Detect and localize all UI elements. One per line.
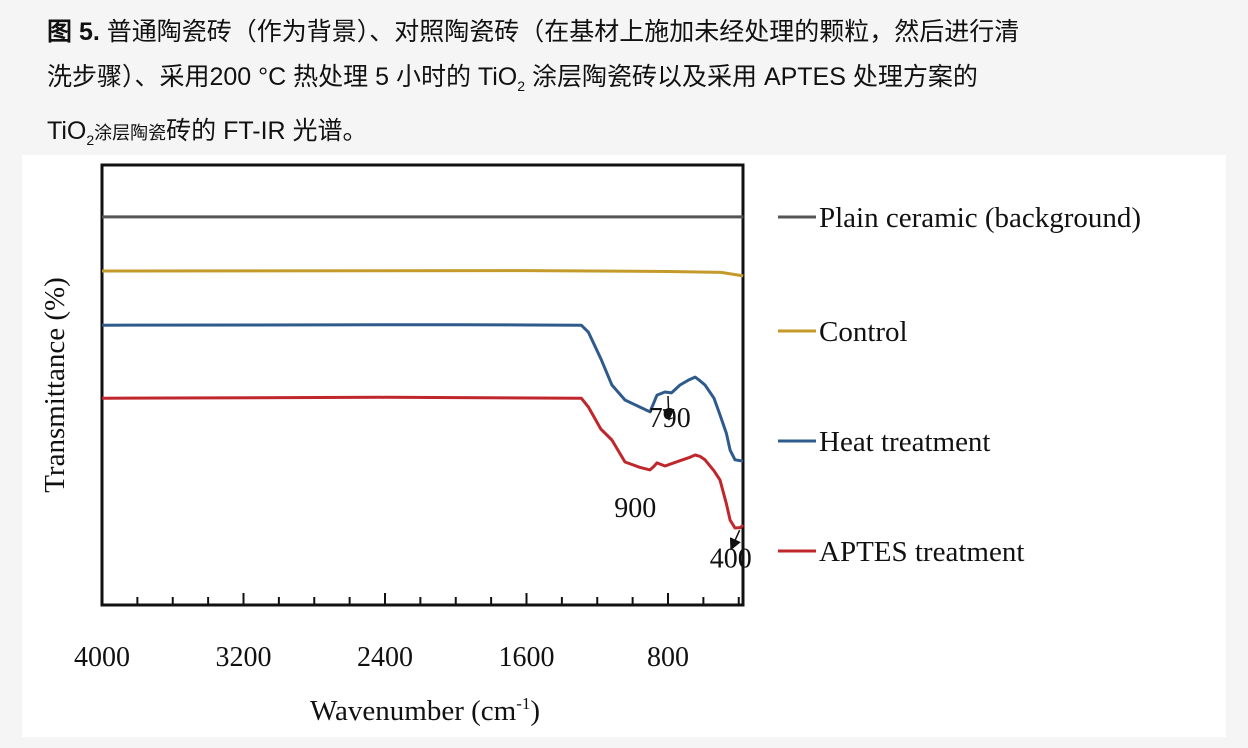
x-axis-ticks: 4000 3200 2400 1600 800 — [74, 593, 740, 673]
series-line-2 — [101, 323, 744, 463]
legend-label: Control — [819, 316, 908, 348]
caption-text: 涂层陶瓷砖以及采用 APTES 处理方案的 — [525, 63, 978, 91]
chart-panel — [22, 155, 1226, 737]
caption-text: 普通陶瓷砖（作为背景）、对照陶瓷砖（在基材上施加未经处理的颗粒，然后进行清 — [106, 18, 1020, 46]
caption-text: 涂层陶瓷 — [94, 123, 167, 143]
annotation-arrow — [662, 395, 675, 421]
caption-line-2: 洗步骤）、采用200 °C 热处理 5 小时的 TiO2 涂层陶瓷砖以及采用 A… — [47, 55, 1227, 109]
subscript: 2 — [86, 132, 95, 148]
x-tick-label: 800 — [647, 642, 689, 673]
series-lines — [101, 215, 745, 530]
x-tick-label: 3200 — [216, 642, 272, 673]
annotation-label: 900 — [614, 493, 656, 524]
subscript: 2 — [517, 78, 526, 94]
series-line-1 — [101, 269, 744, 278]
annotation-arrow — [729, 529, 741, 551]
caption-line-1: 图 5. 普通陶瓷砖（作为背景）、对照陶瓷砖（在基材上施加未经处理的颗粒，然后进… — [47, 10, 1227, 55]
caption-text: 洗步骤）、采用200 °C 热处理 5 小时的 TiO — [47, 63, 518, 91]
annotations: 790 900 400 — [614, 395, 752, 575]
x-tick-label: 1600 — [499, 642, 555, 673]
legend-label: Heat treatment — [819, 426, 991, 458]
plot-frame — [100, 163, 745, 607]
annotation-label: 790 — [649, 403, 691, 434]
y-axis-label: Transmittance (%) — [39, 277, 71, 493]
x-tick-label: 2400 — [357, 642, 413, 673]
caption-line-3: TiO2涂层陶瓷砖的 FT-IR 光谱。 — [47, 109, 1227, 163]
series-line-3 — [101, 395, 745, 530]
caption-text: TiO — [47, 117, 87, 145]
x-axis-label: Wavenumber (cm-1) — [310, 694, 540, 727]
legend-label: APTES treatment — [819, 536, 1024, 568]
figure-caption: 图 5. 普通陶瓷砖（作为背景）、对照陶瓷砖（在基材上施加未经处理的颗粒，然后进… — [47, 10, 1227, 163]
caption-text: 砖的 FT-IR 光谱。 — [166, 117, 368, 145]
annotation-label: 400 — [710, 544, 752, 575]
legend-label: Plain ceramic (background) — [819, 202, 1141, 234]
x-tick-label: 4000 — [74, 642, 130, 673]
figure-label: 图 5. — [47, 18, 100, 46]
legend: Plain ceramic (background) Control Heat tr… — [778, 202, 1141, 568]
